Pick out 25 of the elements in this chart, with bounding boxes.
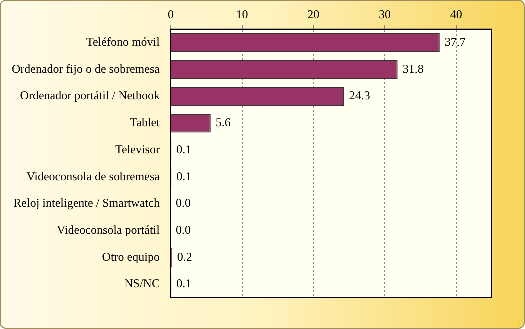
data-label: 31.8 [402, 62, 424, 76]
y-tick-label: Videoconsola de sobremesa [26, 169, 161, 184]
data-label: 0.0 [176, 196, 191, 210]
y-tick-label: Teléfono móvil [86, 34, 161, 49]
data-label: 0.0 [176, 223, 191, 238]
data-label: 0.1 [176, 276, 192, 291]
data-label: 0.2 [177, 250, 192, 264]
y-tick-label: Ordenador portátil / Netbook [20, 88, 160, 103]
data-label: 24.3 [349, 88, 370, 103]
x-tick-label: 30 [378, 7, 391, 22]
x-tick-label: 0 [168, 7, 174, 22]
y-tick-label: Reloj inteligente / Smartwatch [14, 196, 160, 210]
x-tick-label: 20 [308, 7, 320, 22]
data-label: 5.6 [216, 116, 231, 130]
x-tick-label: 40 [450, 7, 462, 22]
y-tick-label: Videoconsola portátil [57, 223, 161, 238]
data-label: 0.1 [176, 169, 192, 184]
data-label: 0.1 [176, 142, 192, 156]
y-tick-label: Televisor [115, 142, 160, 156]
data-label: 37.7 [444, 34, 466, 49]
y-tick-label: NS/NC [124, 276, 160, 291]
y-tick-label: Ordenador fijo o de sobremesa [12, 62, 161, 76]
y-tick-label: Otro equipo [102, 250, 160, 264]
y-tick-label: Tablet [130, 116, 161, 130]
x-tick-label: 10 [236, 7, 248, 22]
